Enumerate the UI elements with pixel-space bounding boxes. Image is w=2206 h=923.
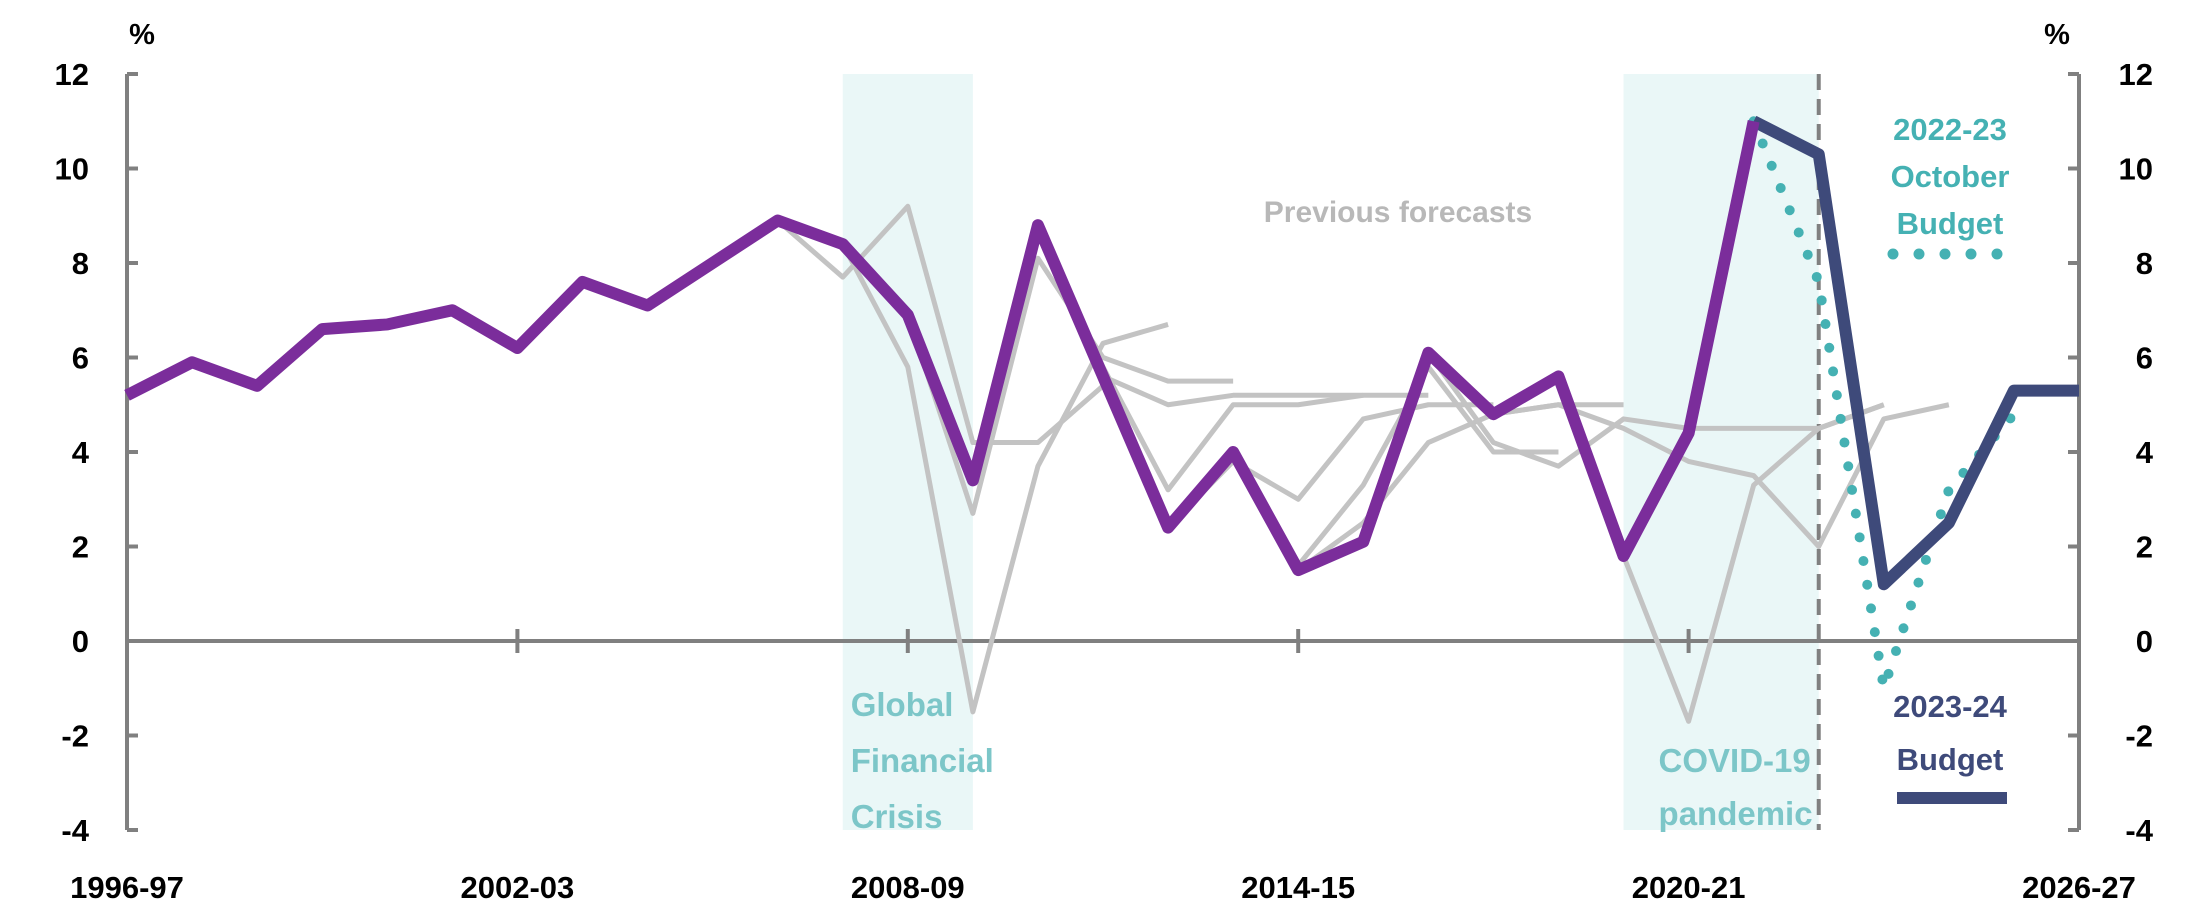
october-budget-label: 2022-23: [1893, 112, 2007, 147]
previous-forecast-line: [1102, 374, 1429, 408]
previous-forecast-line: [1426, 351, 1885, 469]
october-budget-label: Budget: [1897, 206, 2004, 241]
y-tick-label-right: -4: [2125, 813, 2153, 848]
previous-forecast-line: [1035, 224, 1364, 493]
y-tick-label-left: 2: [72, 530, 89, 565]
shaded-period-1: [1623, 74, 1819, 830]
previous-forecast-line: [840, 242, 1169, 715]
y-tick-label-left: -4: [61, 813, 89, 848]
y-tick-label-right: 2: [2136, 530, 2153, 565]
y-tick-label-right: -2: [2125, 719, 2153, 754]
x-tick-label: 2002-03: [461, 870, 575, 905]
y-tick-label-left: -2: [61, 719, 89, 754]
y-tick-label-right: 10: [2119, 152, 2153, 187]
y-tick-label-left: 6: [72, 341, 89, 376]
y-tick-label-left: 4: [72, 435, 90, 470]
y-tick-label-left: 12: [55, 57, 89, 92]
covid-label: COVID-19: [1659, 742, 1811, 779]
y-tick-label-right: 12: [2119, 57, 2153, 92]
x-tick-label: 2008-09: [851, 870, 965, 905]
october-budget-label: October: [1891, 159, 2010, 194]
budget-2324-line: [1750, 115, 2079, 591]
actual-line: [124, 120, 1760, 577]
y-tick-label-left: 10: [55, 152, 89, 187]
previous-forecasts-label: Previous forecasts: [1264, 196, 1532, 229]
covid-label: pandemic: [1659, 795, 1813, 832]
gfc-label: Crisis: [851, 798, 943, 835]
x-tick-label: 2026-27: [2022, 870, 2136, 905]
y-tick-label-right: 8: [2136, 246, 2153, 281]
budget-2324-label: Budget: [1897, 742, 2004, 777]
y-tick-label-right: 6: [2136, 341, 2153, 376]
x-tick-label: 2014-15: [1241, 870, 1355, 905]
x-tick-label: 1996-97: [70, 870, 184, 905]
y-tick-label-right: 4: [2136, 435, 2154, 470]
y-axis-unit-left: %: [129, 19, 155, 51]
gfc-label: Financial: [851, 742, 994, 779]
gfc-label: Global: [851, 686, 954, 723]
y-tick-label-right: 0: [2136, 624, 2153, 659]
october-budget-line: [1748, 116, 2019, 690]
previous-forecast-line: [776, 203, 1105, 446]
x-tick-label: 2020-21: [1632, 870, 1746, 905]
y-tick-label-left: 0: [72, 624, 89, 659]
y-tick-label-left: 8: [72, 246, 89, 281]
y-axis-unit-right: %: [2044, 19, 2070, 51]
budget-2324-label: 2023-24: [1893, 689, 2008, 724]
